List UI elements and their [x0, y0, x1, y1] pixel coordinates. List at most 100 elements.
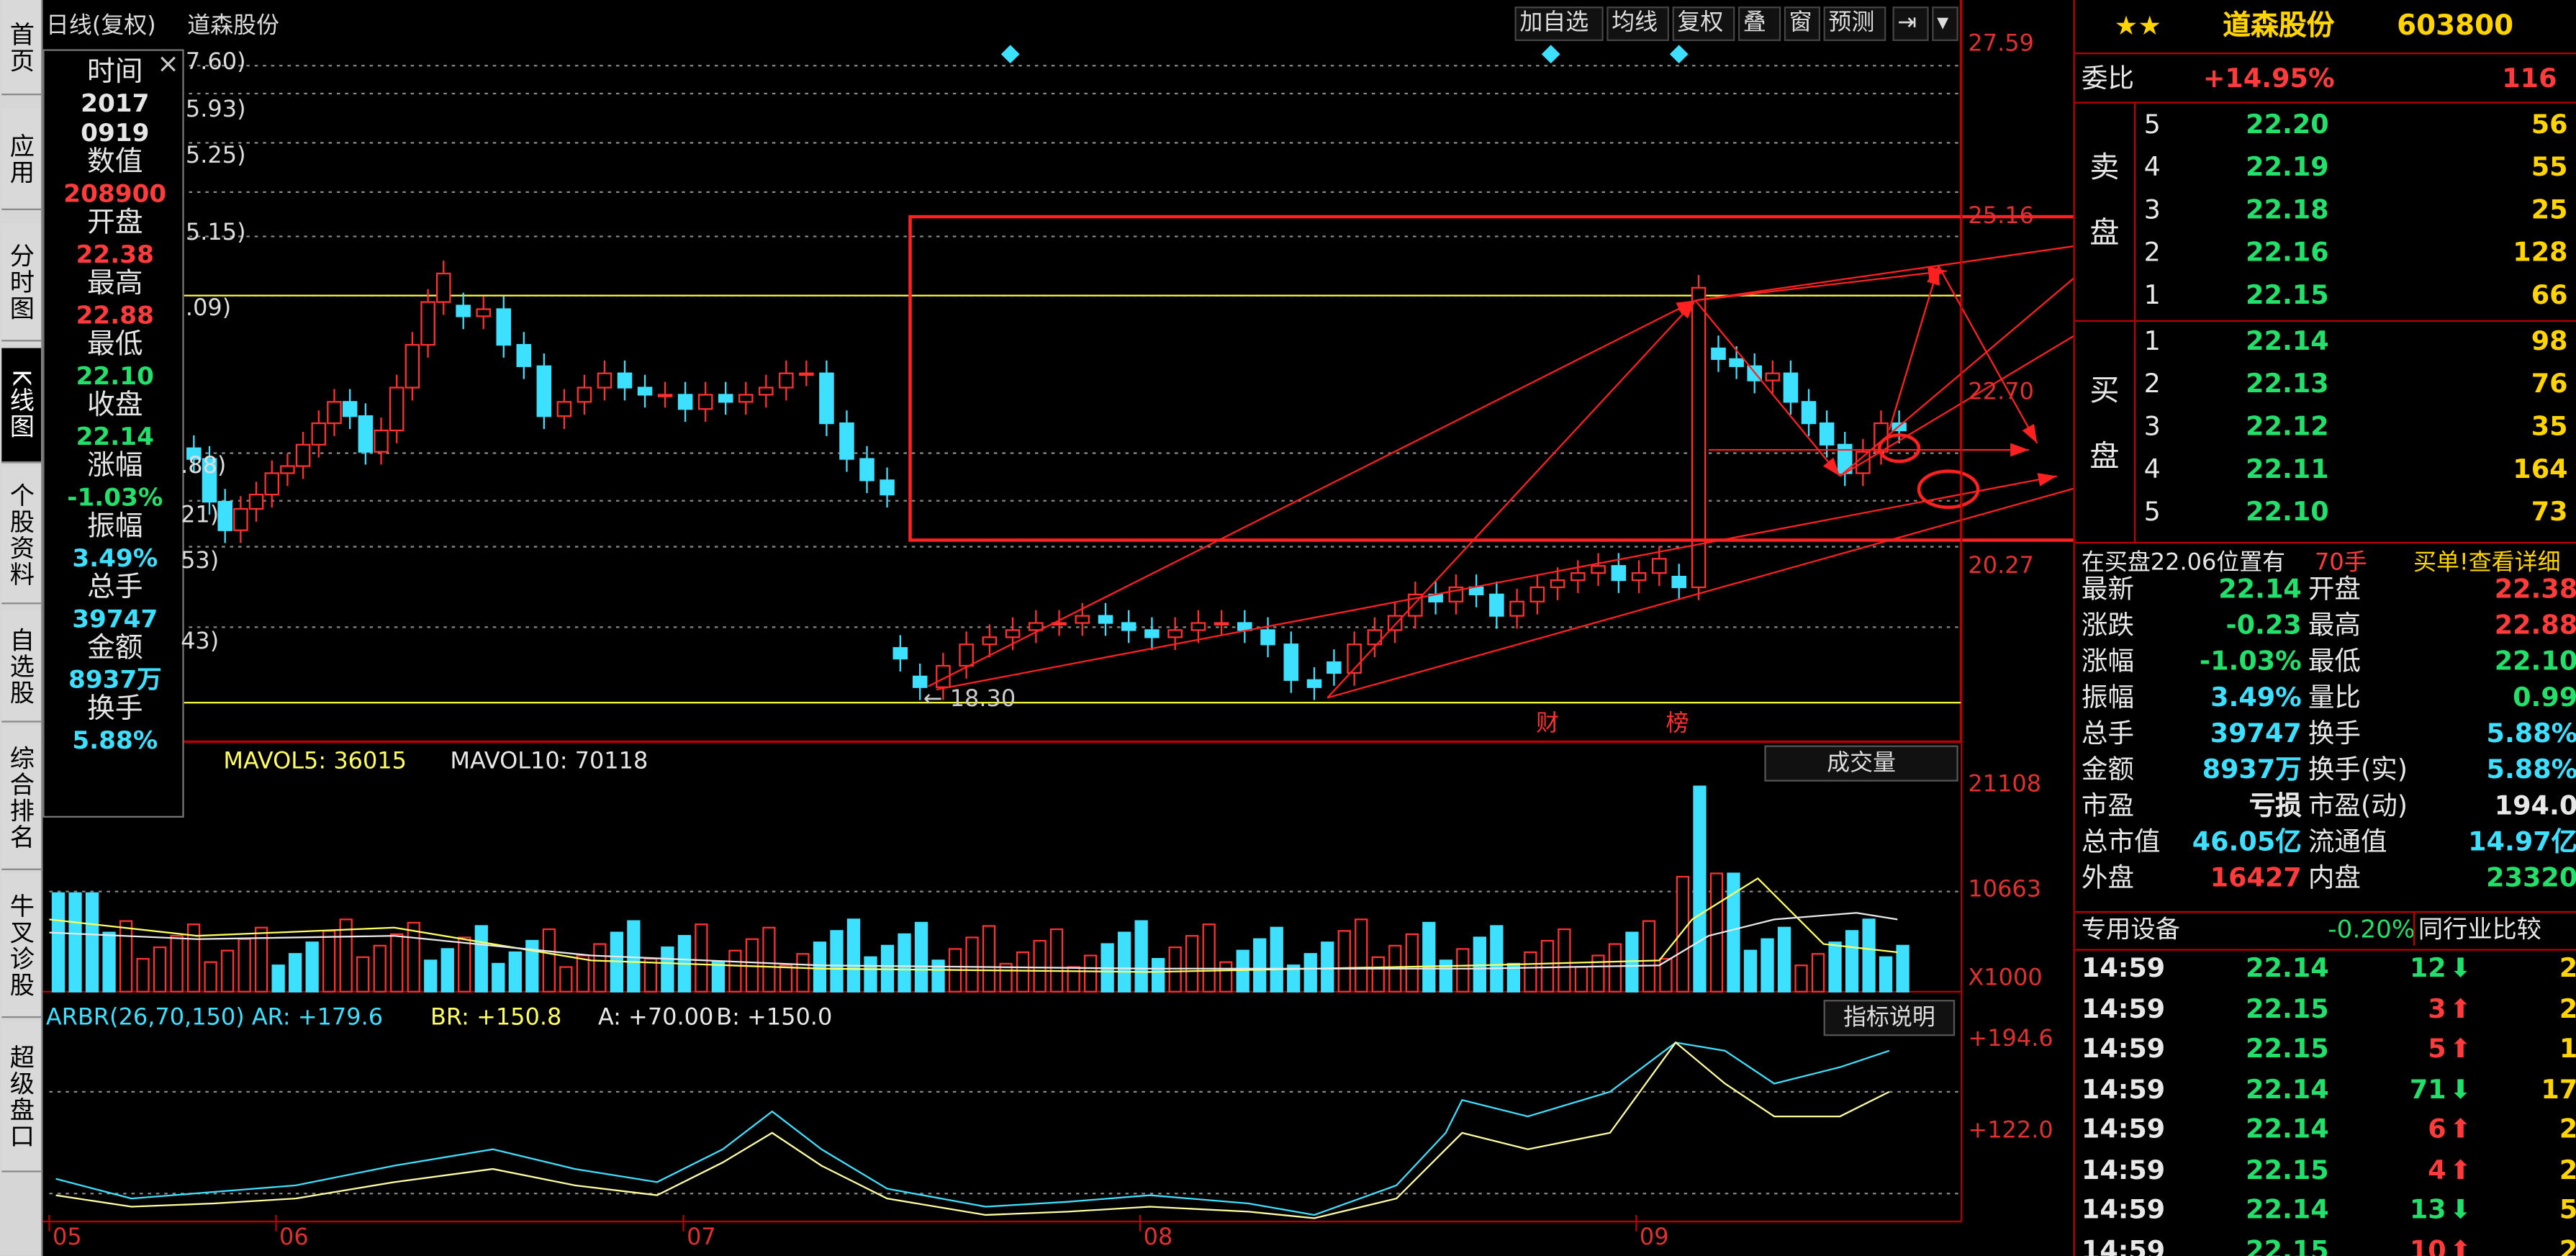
candle-body	[718, 394, 733, 403]
sell-level-5: 5	[2143, 108, 2161, 140]
tab-7[interactable]: 牛叉诊股	[1, 873, 42, 1018]
event-marker-rank[interactable]: 榜	[1666, 710, 1689, 738]
volume-bar	[1743, 949, 1758, 993]
toolbar-button-0[interactable]: 加自选	[1514, 6, 1604, 42]
candle-body	[1306, 679, 1322, 688]
annotation-arrowhead	[2022, 423, 2038, 443]
volume-bar	[931, 959, 945, 993]
volume-bar	[1879, 956, 1893, 993]
big-order-link[interactable]: 买单!查看详细	[2413, 550, 2561, 577]
volume-bar	[1185, 935, 1199, 993]
toolbar-button-1[interactable]: 均线	[1606, 6, 1670, 42]
volume-bar	[508, 951, 522, 993]
candle-body	[556, 401, 572, 417]
chevron-down-icon[interactable]: ▾	[1932, 6, 1958, 42]
sell-price-1: 22.15	[2246, 279, 2329, 311]
industry-compare-button[interactable]: 同行业比较	[2413, 913, 2541, 946]
pin-icon[interactable]: ⇥	[1892, 6, 1929, 42]
annotation-arrowhead	[1822, 457, 1840, 476]
volume-selector[interactable]: 成交量	[1764, 745, 1958, 782]
event-diamond-icon	[1669, 45, 1689, 64]
volume-bar	[1016, 951, 1030, 993]
chart-period-title: 日线(复权)	[45, 13, 156, 40]
data-label-6: 涨幅	[86, 449, 143, 483]
quote-label-6: 市盈	[2081, 790, 2135, 821]
candle-body	[1489, 593, 1504, 617]
buy-price-2: 22.13	[2246, 367, 2329, 399]
tab-1[interactable]: 应用	[1, 108, 42, 210]
volume-bar	[1033, 939, 1047, 993]
candle-body	[1283, 643, 1299, 681]
tick-time-2: 14:59	[2081, 1032, 2166, 1065]
close-icon[interactable]: ×	[157, 48, 179, 79]
toolbar-button-3[interactable]: 叠	[1737, 6, 1781, 42]
volume-bar	[542, 928, 556, 993]
tab-6[interactable]: 综合排名	[1, 726, 42, 870]
tick-time-4: 14:59	[2081, 1113, 2166, 1144]
price-axis-label: 20.27	[1968, 553, 2034, 580]
toolbar-button-5[interactable]: 预测	[1823, 6, 1886, 42]
tick-count-5: 2	[2559, 1153, 2576, 1185]
volume-bar	[1761, 938, 1774, 993]
rating-stars: ★★	[2114, 9, 2162, 42]
sell-volume-3: 25	[2531, 194, 2568, 225]
big-order-qty: 70手	[2315, 550, 2367, 577]
candle-body	[1327, 661, 1342, 674]
quote-value2-0: 22.38	[2494, 573, 2576, 605]
annotation-circle	[1877, 433, 1921, 464]
volume-bar	[440, 948, 454, 993]
candle-body	[1529, 586, 1545, 602]
volume-bar	[1219, 961, 1233, 993]
volume-bar	[1083, 954, 1098, 993]
tab-0[interactable]: 首页	[1, 0, 42, 96]
data-label-2: 开盘	[86, 207, 143, 240]
tab-8[interactable]: 超级盘口	[1, 1021, 42, 1173]
quote-value-0: 22.14	[2218, 573, 2302, 605]
tab-3[interactable]: K线图	[1, 348, 42, 464]
candle-body	[295, 443, 311, 467]
volume-bar	[813, 941, 827, 993]
industry-change: -0.20%	[2328, 914, 2415, 944]
volume-bar	[1490, 925, 1504, 993]
toolbar-button-2[interactable]: 复权	[1672, 6, 1735, 42]
volume-bar	[271, 964, 285, 993]
annotation-line	[1695, 270, 1947, 302]
quote-label-3: 振幅	[2081, 681, 2135, 713]
candle-body	[342, 401, 358, 417]
date-axis-label: 07	[687, 1224, 716, 1252]
candle-body	[1367, 629, 1383, 646]
volume-axis-label: 21108	[1968, 772, 2042, 798]
quote-label2-4: 换手	[2308, 717, 2361, 749]
up-arrow-icon: ⬆	[2449, 1113, 2472, 1144]
candle-body	[1005, 629, 1021, 638]
quote-label2-7: 流通值	[2308, 826, 2387, 857]
tab-2[interactable]: 分时图	[1, 223, 42, 342]
panel-separator	[2074, 52, 2576, 55]
data-label-9: 金额	[86, 632, 143, 665]
candle-body	[202, 458, 217, 503]
volume-bar	[390, 933, 404, 993]
panel-separator	[2074, 320, 2576, 322]
tick-price-3: 22.14	[2246, 1072, 2329, 1104]
candle-body	[1237, 622, 1252, 631]
buy-side-label: 买盘	[2084, 374, 2120, 506]
candle-body	[1214, 622, 1229, 625]
tab-5[interactable]: 自选股	[1, 610, 42, 723]
candle-body	[779, 372, 794, 389]
volume-bar	[85, 892, 99, 993]
quote-value-4: 39747	[2210, 717, 2302, 749]
volume-bar	[1152, 957, 1165, 993]
volume-bar	[204, 961, 217, 993]
candle-body	[1729, 358, 1744, 367]
up-arrow-icon: ⬆	[2449, 992, 2472, 1024]
volume-bar	[661, 946, 674, 993]
event-marker-finance[interactable]: 财	[1536, 710, 1560, 738]
tick-price-6: 22.14	[2246, 1193, 2329, 1225]
panel-separator	[2074, 911, 2576, 913]
tab-4[interactable]: 个股资料	[1, 466, 42, 605]
tick-volume-6: 13	[2409, 1193, 2446, 1225]
toolbar-button-4[interactable]: 窗	[1784, 6, 1821, 42]
price-axis-label: 27.59	[1968, 31, 2034, 58]
volume-bar	[1321, 941, 1334, 993]
indicator-help-button[interactable]: 指标说明	[1823, 1000, 1956, 1036]
